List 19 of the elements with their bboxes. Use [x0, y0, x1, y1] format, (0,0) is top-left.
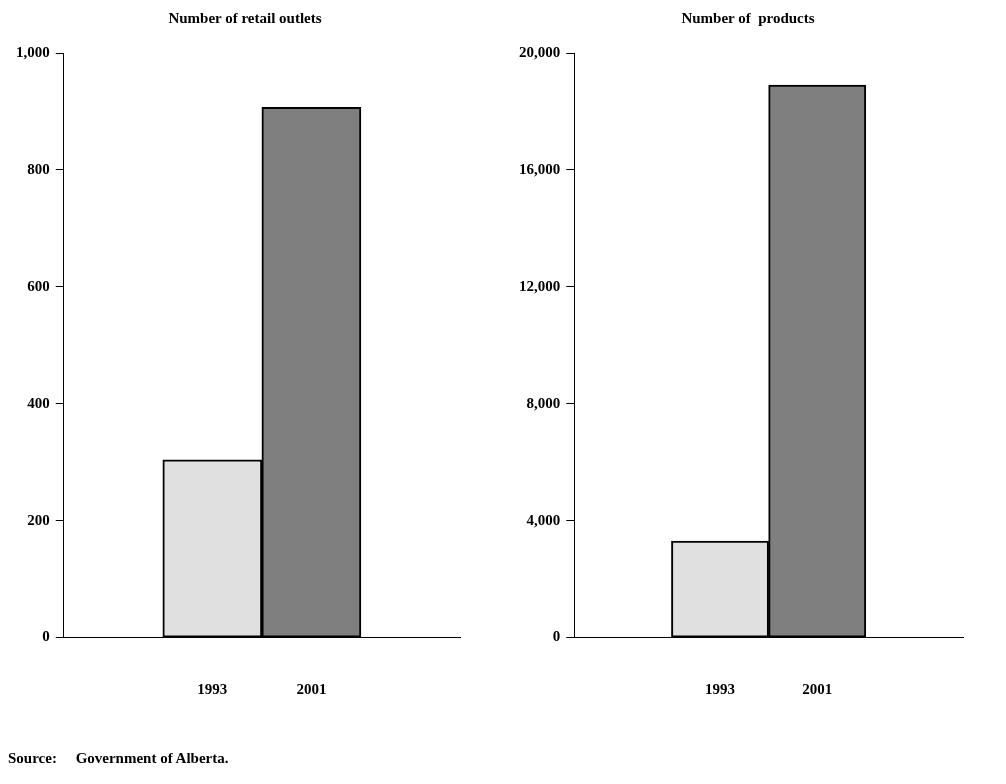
- y-tick-label: 400: [27, 394, 50, 411]
- chart-title: Number of retail outlets: [168, 9, 322, 26]
- y-tick-label: 600: [27, 277, 50, 294]
- y-tick-label: 1,000: [16, 43, 50, 60]
- y-tick-label: 20,000: [519, 43, 561, 60]
- y-tick-label: 16,000: [519, 160, 561, 177]
- x-tick-label: 2001: [802, 680, 833, 697]
- y-tick-label: 200: [27, 511, 50, 528]
- y-tick-label: 800: [27, 160, 50, 177]
- y-tick-label: 0: [42, 628, 50, 645]
- x-tick-label: 1993: [705, 680, 736, 697]
- source-note: Source: Government of Alberta.: [8, 750, 229, 767]
- y-tick-label: 0: [552, 628, 561, 645]
- y-tick-label: 8,000: [526, 394, 561, 411]
- chart-title: Number of products: [681, 9, 815, 26]
- y-tick-label: 4,000: [526, 511, 561, 528]
- x-tick-label: 1993: [197, 680, 228, 697]
- x-tick-label: 2001: [296, 680, 327, 697]
- y-tick-label: 12,000: [519, 277, 561, 294]
